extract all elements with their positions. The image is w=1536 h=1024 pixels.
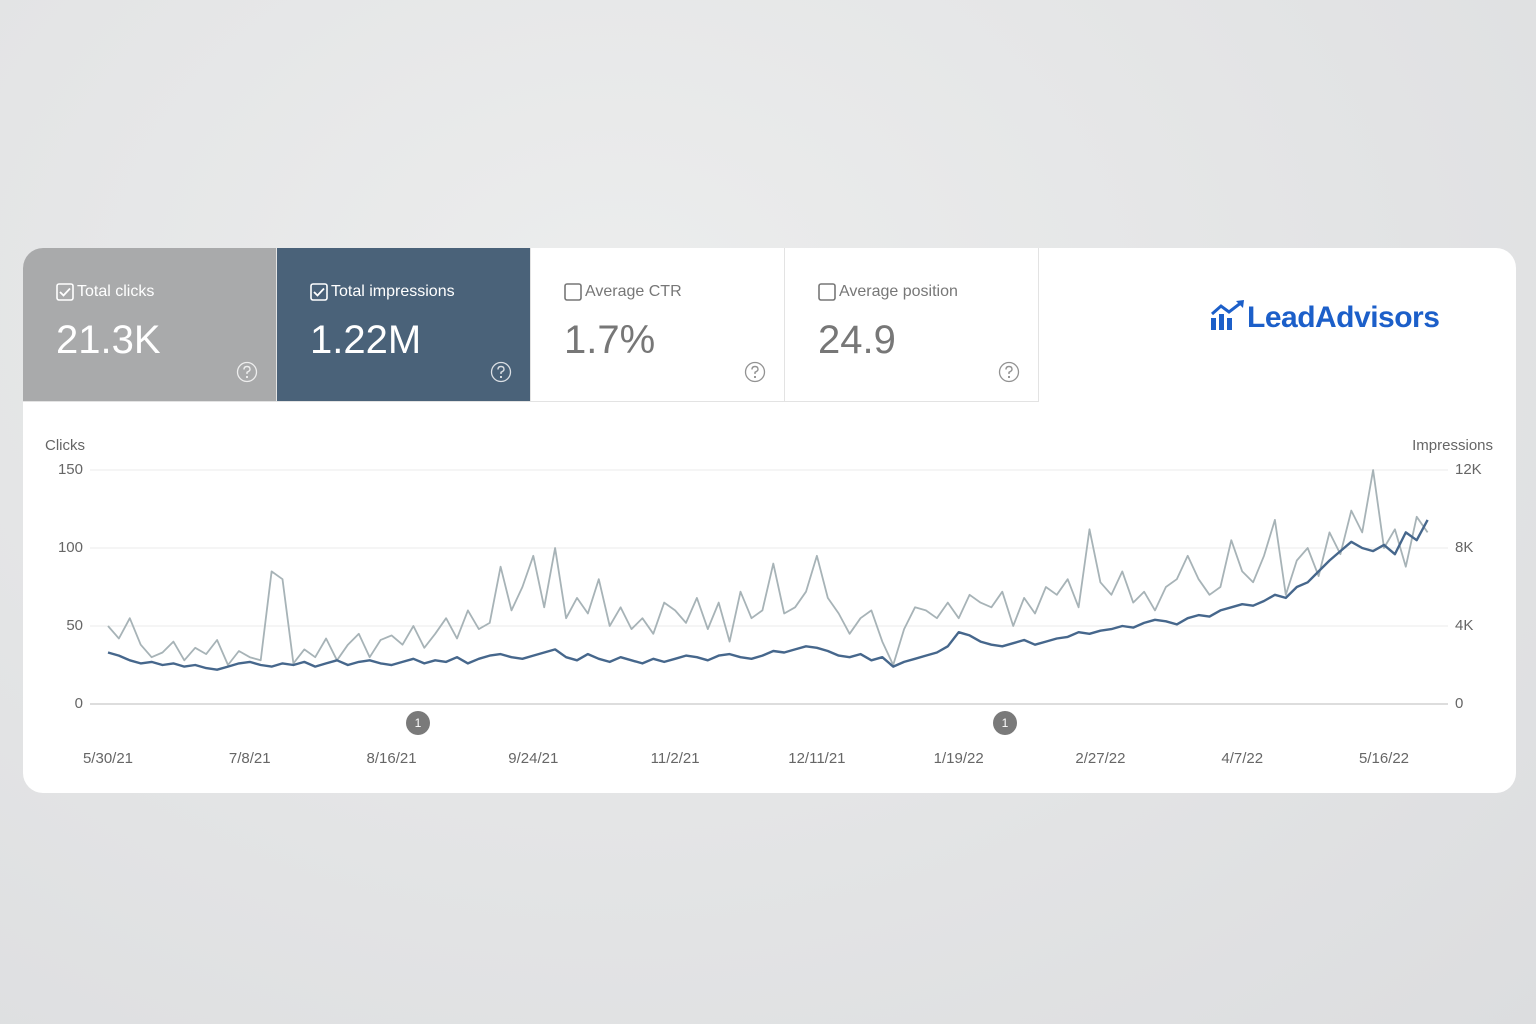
x-tick-label: 8/16/21 xyxy=(367,750,417,767)
logo: LeadAdvisors xyxy=(1209,300,1440,335)
checkbox[interactable] xyxy=(310,283,328,301)
help-icon[interactable] xyxy=(998,361,1020,383)
y2-tick-label: 0 xyxy=(1455,695,1463,712)
checkbox[interactable] xyxy=(56,283,74,301)
checkbox[interactable] xyxy=(818,283,836,301)
y2-axis-title: Impressions xyxy=(1412,437,1493,454)
metric-label: Average position xyxy=(839,283,958,300)
annotation-marker xyxy=(993,711,1017,735)
y-tick-label: 150 xyxy=(58,461,83,478)
metric-value: 21.3K xyxy=(56,318,161,362)
metric-value: 1.22M xyxy=(310,318,422,362)
help-icon[interactable] xyxy=(490,361,512,383)
y2-tick-label: 8K xyxy=(1455,539,1473,556)
logo-icon xyxy=(1211,300,1244,330)
checkbox[interactable] xyxy=(564,283,582,301)
x-tick-label: 2/27/22 xyxy=(1075,750,1125,767)
x-tick-label: 11/2/21 xyxy=(651,750,700,767)
metric-card[interactable]: Average CTR 1.7% xyxy=(531,248,785,402)
x-tick-label: 4/7/22 xyxy=(1221,750,1263,767)
help-icon[interactable] xyxy=(236,361,258,383)
x-tick-label: 9/24/21 xyxy=(508,750,558,767)
metric-value: 1.7% xyxy=(564,318,656,362)
metric-card[interactable]: Average position 24.9 xyxy=(785,248,1039,402)
metric-label: Total clicks xyxy=(77,283,155,300)
x-tick-label: 5/16/22 xyxy=(1359,750,1409,767)
metric-card[interactable]: Total clicks 21.3K xyxy=(23,248,277,402)
y-axis-title: Clicks xyxy=(45,437,85,454)
logo-text: LeadAdvisors xyxy=(1247,301,1440,334)
help-icon[interactable] xyxy=(744,361,766,383)
x-tick-label: 5/30/21 xyxy=(83,750,133,767)
y2-tick-label: 4K xyxy=(1455,617,1473,634)
x-tick-label: 1/19/22 xyxy=(934,750,984,767)
series-line xyxy=(107,519,1429,671)
y-tick-label: 100 xyxy=(58,539,83,556)
metric-label: Total impressions xyxy=(331,283,455,300)
y2-tick-label: 12K xyxy=(1455,461,1482,478)
metric-value: 24.9 xyxy=(818,318,896,362)
x-tick-label: 7/8/21 xyxy=(229,750,271,767)
y-tick-label: 0 xyxy=(75,695,83,712)
annotation-marker xyxy=(406,711,430,735)
y-tick-label: 50 xyxy=(66,617,83,634)
metric-card[interactable]: Total impressions 1.22M xyxy=(277,248,531,402)
series-line xyxy=(107,469,1429,666)
x-tick-label: 12/11/21 xyxy=(788,750,845,767)
metric-label: Average CTR xyxy=(585,283,682,300)
annotation-label: 1 xyxy=(415,716,422,730)
panel: Total clicks 21.3K Total impressions 1.22M A… xyxy=(23,248,1516,793)
annotation-label: 1 xyxy=(1002,716,1009,730)
